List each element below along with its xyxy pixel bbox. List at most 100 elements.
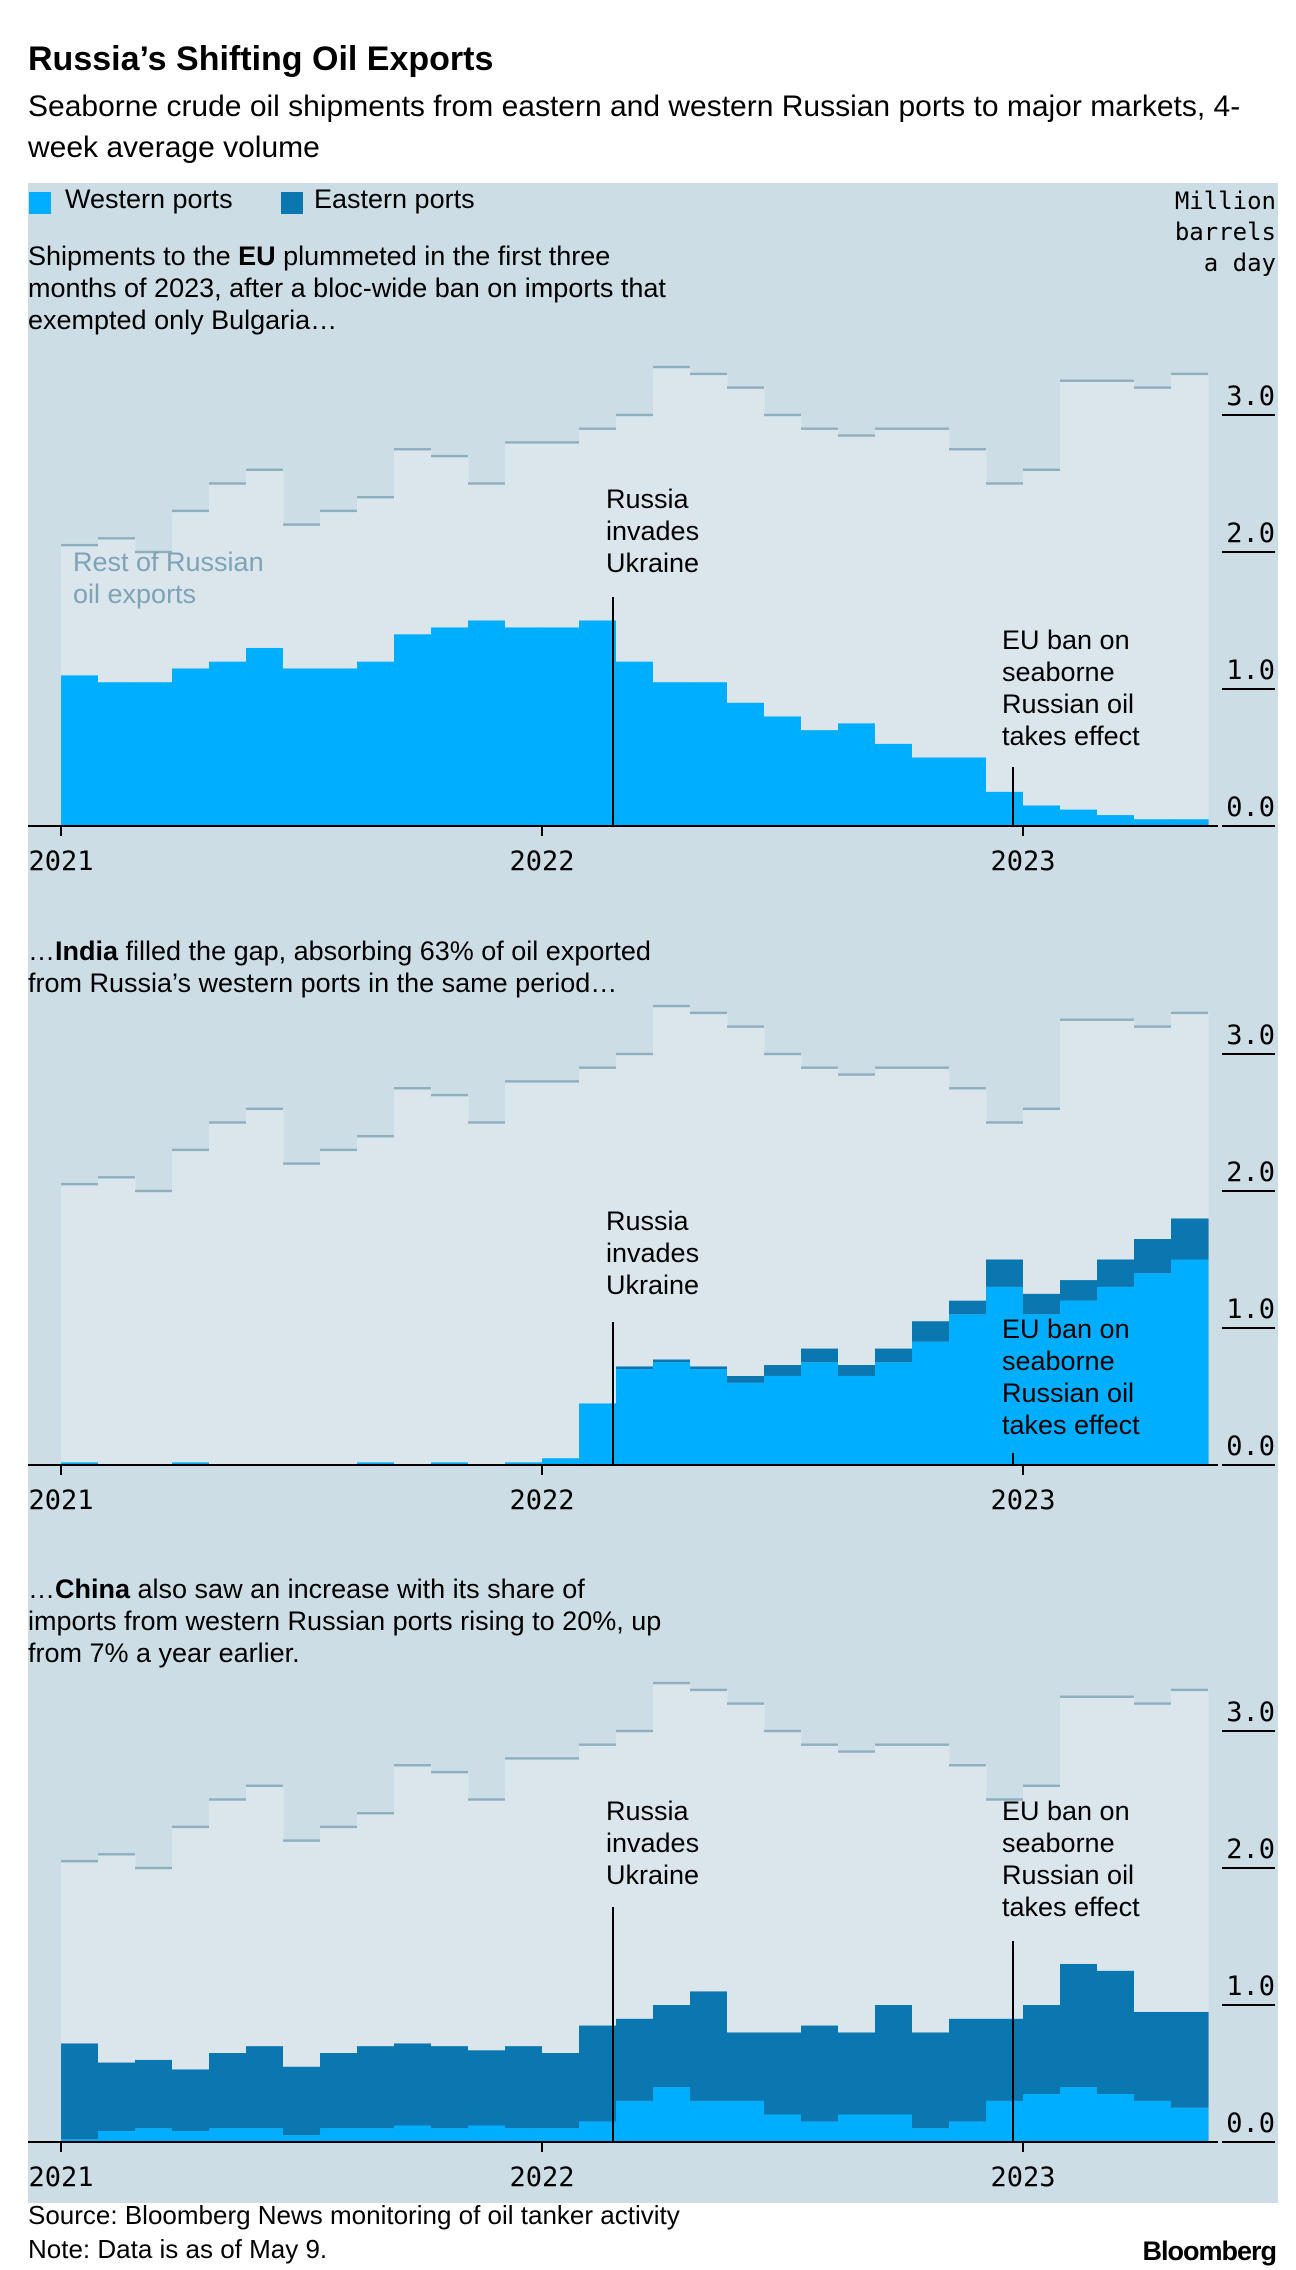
- bar-segment: [394, 2125, 432, 2142]
- bar-segment: [690, 1012, 728, 1367]
- bar-segment: [875, 1362, 913, 1465]
- bar-outline: [357, 1812, 394, 1815]
- bar-segment: [616, 1731, 654, 2019]
- bar-segment: [727, 387, 765, 703]
- bar-outline: [135, 1866, 172, 1870]
- bar-segment: [431, 456, 469, 628]
- bar-segment: [912, 757, 950, 826]
- bar-outline: [875, 1066, 912, 1069]
- bar-segment: [468, 1122, 506, 1465]
- bar-segment: [653, 1362, 691, 1465]
- y-tick-label: 3.0: [1226, 381, 1275, 412]
- bar-segment: [431, 2046, 469, 2129]
- bar-segment: [542, 1081, 580, 1459]
- bar-outline: [1097, 379, 1134, 382]
- x-tick-label: 2021: [28, 1485, 93, 1516]
- x-tick-label: 2022: [509, 846, 574, 877]
- bar-segment: [949, 2018, 987, 2122]
- bar-segment: [875, 2005, 913, 2115]
- bar-segment: [61, 675, 99, 826]
- bar-segment: [357, 2046, 395, 2129]
- bar-segment: [875, 428, 913, 744]
- bar-segment: [838, 1751, 876, 2033]
- bar-outline: [61, 543, 98, 547]
- bar-outline: [616, 413, 653, 417]
- bar-outline: [727, 1025, 764, 1028]
- bar-segment: [616, 2018, 654, 2101]
- bar-segment: [357, 1813, 395, 2047]
- bar-segment: [838, 1375, 876, 1465]
- bar-segment: [801, 2121, 839, 2142]
- bar-outline: [690, 1688, 727, 1692]
- bar-outline: [542, 1080, 579, 1083]
- panel-note: …India filled the gap, absorbing 63% of …: [28, 935, 678, 999]
- bar-segment: [1060, 2087, 1098, 2142]
- bar-outline: [320, 1825, 357, 1829]
- bar-segment: [949, 757, 987, 826]
- bar-segment: [579, 2121, 617, 2142]
- bar-segment: [1134, 1026, 1172, 1239]
- legend-label: Eastern ports: [314, 184, 475, 214]
- bar-segment: [875, 743, 913, 826]
- annotation: Russia invades Ukraine: [606, 1206, 700, 1300]
- bar-segment: [801, 1348, 839, 1363]
- bar-segment: [875, 1744, 913, 2005]
- note: Note: Data is as of May 9.: [28, 2234, 328, 2264]
- bar-segment: [468, 2125, 506, 2142]
- bar-segment: [986, 1799, 1024, 2019]
- bar-segment: [986, 1259, 1024, 1287]
- bar-segment: [505, 2046, 543, 2129]
- bar-segment: [98, 2131, 136, 2142]
- bar-outline: [579, 427, 616, 430]
- note-part: also saw an increase with its share of i…: [28, 1574, 662, 1668]
- note-part: …: [28, 936, 55, 966]
- bar-segment: [727, 702, 765, 826]
- bar-segment: [431, 627, 469, 826]
- bar-segment: [912, 2032, 950, 2129]
- bar-outline: [912, 1066, 949, 1069]
- bar-segment: [283, 524, 321, 669]
- y-tick-label: 1.0: [1226, 655, 1275, 686]
- bar-outline: [912, 1743, 949, 1746]
- bar-segment: [320, 2052, 358, 2129]
- bar-segment: [875, 1348, 913, 1363]
- bar-outline: [801, 1743, 838, 1746]
- bar-segment: [1171, 1012, 1209, 1219]
- x-tick-label: 2021: [28, 2162, 93, 2193]
- bar-outline: [579, 1743, 616, 1746]
- bar-outline: [246, 1784, 283, 1787]
- bar-segment: [838, 435, 876, 724]
- bar-segment: [912, 1321, 950, 1342]
- bar-segment: [135, 1191, 173, 1465]
- bar-outline: [579, 1066, 616, 1069]
- bar-segment: [912, 1067, 950, 1322]
- bar-segment: [1060, 1696, 1098, 1964]
- bar-segment: [949, 1765, 987, 2019]
- bar-outline: [505, 441, 542, 444]
- bar-segment: [616, 1366, 654, 1370]
- bar-outline: [283, 523, 320, 526]
- source: Source: Bloomberg News monitoring of oil…: [28, 2200, 680, 2230]
- bar-segment: [61, 1184, 99, 1463]
- bar-outline: [764, 1052, 801, 1056]
- bar-outline: [1060, 1695, 1097, 1698]
- bar-segment: [1097, 815, 1135, 826]
- bar-segment: [172, 1149, 210, 1463]
- bar-outline: [505, 1080, 542, 1083]
- bar-outline: [98, 1853, 135, 1856]
- bar-segment: [1097, 2094, 1135, 2142]
- bar-segment: [801, 428, 839, 731]
- bar-segment: [801, 1362, 839, 1465]
- bar-segment: [838, 723, 876, 826]
- bar-segment: [986, 2018, 1024, 2101]
- bar-outline: [320, 1148, 357, 1152]
- bar-segment: [764, 2032, 802, 2115]
- bar-segment: [653, 2087, 691, 2142]
- bar-outline: [320, 509, 357, 513]
- bar-segment: [949, 1088, 987, 1301]
- annotation: Russia invades Ukraine: [606, 484, 700, 578]
- y-tick-label: 1.0: [1226, 1294, 1275, 1325]
- bar-segment: [468, 1799, 506, 2051]
- bar-outline: [801, 427, 838, 430]
- bar-segment: [727, 1026, 765, 1376]
